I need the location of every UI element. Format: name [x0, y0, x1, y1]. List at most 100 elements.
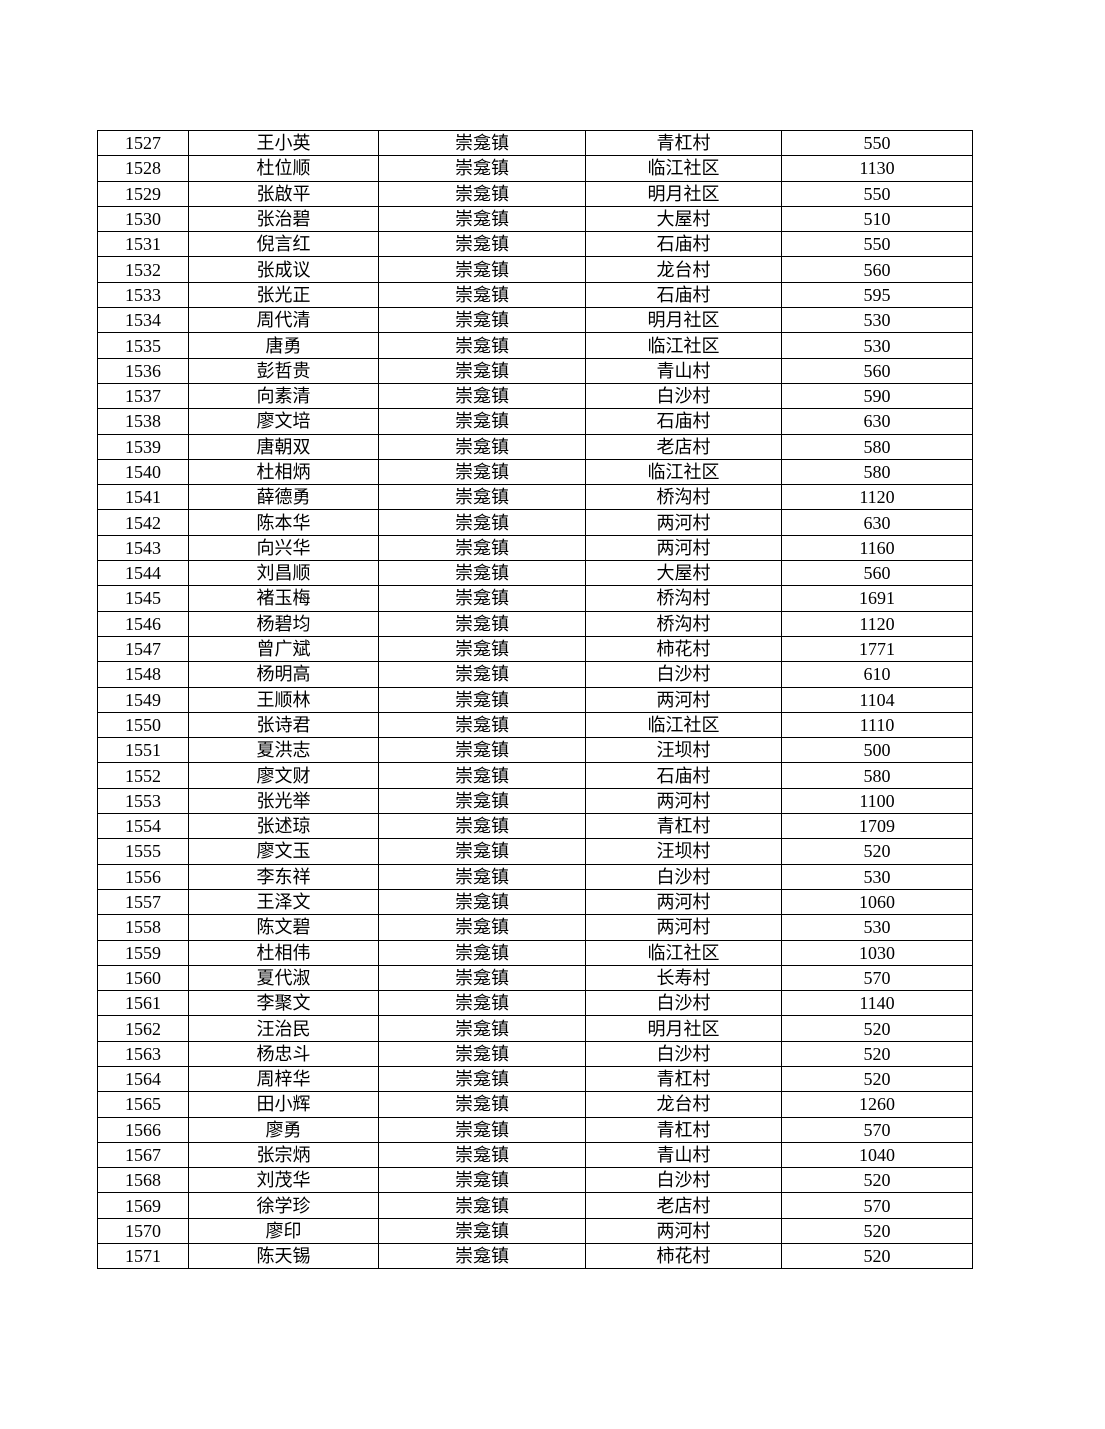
cell-amount: 520 — [781, 1015, 973, 1042]
cell-town: 崇龛镇 — [378, 1040, 586, 1067]
cell-town: 崇龛镇 — [378, 1141, 586, 1169]
cell-village: 龙台村 — [585, 1091, 782, 1118]
cell-village: 两河村 — [585, 534, 782, 562]
cell-village: 青山村 — [585, 1141, 782, 1169]
cell-row-number: 1539 — [97, 433, 189, 460]
cell-name: 廖文培 — [188, 408, 379, 435]
cell-town: 崇龛镇 — [378, 914, 586, 941]
cell-name: 王顺林 — [188, 686, 379, 713]
cell-name: 张光正 — [188, 281, 379, 309]
cell-amount: 595 — [781, 281, 973, 309]
cell-name: 徐学珍 — [188, 1192, 379, 1219]
cell-village: 两河村 — [585, 787, 782, 815]
cell-name: 杜相炳 — [188, 458, 379, 486]
cell-amount: 1060 — [781, 888, 973, 916]
cell-row-number: 1540 — [97, 458, 189, 486]
cell-name: 夏洪志 — [188, 737, 379, 764]
cell-amount: 610 — [781, 661, 973, 688]
cell-row-number: 1551 — [97, 737, 189, 764]
cell-village: 龙台村 — [585, 256, 782, 283]
cell-village: 白沙村 — [585, 382, 782, 410]
cell-amount: 1110 — [781, 711, 973, 739]
cell-row-number: 1569 — [97, 1192, 189, 1219]
cell-name: 曾广斌 — [188, 635, 379, 663]
cell-village: 两河村 — [585, 509, 782, 536]
cell-town: 崇龛镇 — [378, 1015, 586, 1042]
cell-name: 杜相伟 — [188, 939, 379, 966]
cell-row-number: 1564 — [97, 1065, 189, 1093]
table-row: 1545 褚玉梅 崇龛镇 桥沟村 1691 — [97, 585, 973, 612]
cell-town: 崇龛镇 — [378, 382, 586, 410]
cell-town: 崇龛镇 — [378, 888, 586, 916]
cell-name: 刘茂华 — [188, 1167, 379, 1194]
cell-town: 崇龛镇 — [378, 1243, 586, 1270]
cell-amount: 550 — [781, 180, 973, 207]
cell-town: 崇龛镇 — [378, 1065, 586, 1093]
cell-amount: 520 — [781, 1167, 973, 1194]
cell-amount: 1100 — [781, 787, 973, 815]
cell-name: 张宗炳 — [188, 1141, 379, 1169]
table-row: 1556 李东祥 崇龛镇 白沙村 530 — [97, 863, 973, 890]
cell-amount: 510 — [781, 205, 973, 233]
cell-row-number: 1547 — [97, 635, 189, 663]
cell-name: 李东祥 — [188, 863, 379, 890]
cell-row-number: 1545 — [97, 585, 189, 612]
table-row: 1558 陈文碧 崇龛镇 两河村 530 — [97, 914, 973, 941]
table-row: 1552 廖文财 崇龛镇 石庙村 580 — [97, 762, 973, 789]
cell-amount: 1120 — [781, 610, 973, 637]
table-row: 1541 薛德勇 崇龛镇 桥沟村 1120 — [97, 484, 973, 511]
cell-name: 向兴华 — [188, 534, 379, 562]
cell-amount: 590 — [781, 382, 973, 410]
table-row: 1571 陈天锡 崇龛镇 柿花村 520 — [97, 1243, 973, 1270]
cell-village: 长寿村 — [585, 964, 782, 992]
cell-name: 杨碧均 — [188, 610, 379, 637]
cell-village: 老店村 — [585, 1192, 782, 1219]
table-row: 1567 张宗炳 崇龛镇 青山村 1040 — [97, 1141, 973, 1169]
cell-town: 崇龛镇 — [378, 813, 586, 840]
cell-row-number: 1546 — [97, 610, 189, 637]
cell-town: 崇龛镇 — [378, 610, 586, 637]
cell-row-number: 1541 — [97, 484, 189, 511]
table-row: 1534 周代清 崇龛镇 明月社区 530 — [97, 307, 973, 334]
cell-village: 汪坝村 — [585, 737, 782, 764]
cell-town: 崇龛镇 — [378, 1192, 586, 1219]
cell-name: 唐勇 — [188, 332, 379, 359]
cell-amount: 580 — [781, 458, 973, 486]
cell-town: 崇龛镇 — [378, 281, 586, 309]
cell-amount: 560 — [781, 560, 973, 587]
cell-village: 两河村 — [585, 888, 782, 916]
table-row: 1562 汪治民 崇龛镇 明月社区 520 — [97, 1015, 973, 1042]
cell-town: 崇龛镇 — [378, 357, 586, 384]
cell-village: 桥沟村 — [585, 610, 782, 637]
table-row: 1548 杨明高 崇龛镇 白沙村 610 — [97, 661, 973, 688]
cell-village: 桥沟村 — [585, 484, 782, 511]
cell-amount: 560 — [781, 256, 973, 283]
table-row: 1554 张述琼 崇龛镇 青杠村 1709 — [97, 813, 973, 840]
cell-name: 倪言红 — [188, 231, 379, 258]
cell-amount: 1120 — [781, 484, 973, 511]
cell-name: 陈天锡 — [188, 1243, 379, 1270]
cell-town: 崇龛镇 — [378, 307, 586, 334]
cell-town: 崇龛镇 — [378, 129, 586, 157]
cell-row-number: 1530 — [97, 205, 189, 233]
cell-amount: 630 — [781, 408, 973, 435]
cell-amount: 580 — [781, 762, 973, 789]
cell-row-number: 1534 — [97, 307, 189, 334]
cell-town: 崇龛镇 — [378, 686, 586, 713]
cell-town: 崇龛镇 — [378, 1167, 586, 1194]
cell-row-number: 1535 — [97, 332, 189, 359]
cell-row-number: 1568 — [97, 1167, 189, 1194]
cell-village: 临江社区 — [585, 711, 782, 739]
table-row: 1544 刘昌顺 崇龛镇 大屋村 560 — [97, 560, 973, 587]
cell-village: 柿花村 — [585, 635, 782, 663]
table-row: 1528 杜位顺 崇龛镇 临江社区 1130 — [97, 155, 973, 182]
cell-row-number: 1556 — [97, 863, 189, 890]
table-row: 1531 倪言红 崇龛镇 石庙村 550 — [97, 231, 973, 258]
cell-name: 廖勇 — [188, 1116, 379, 1143]
cell-town: 崇龛镇 — [378, 762, 586, 789]
cell-village: 石庙村 — [585, 762, 782, 789]
cell-village: 两河村 — [585, 686, 782, 713]
cell-village: 白沙村 — [585, 661, 782, 688]
cell-row-number: 1527 — [97, 129, 189, 157]
table-body: 1527 王小英 崇龛镇 青杠村 550 1528 杜位顺 崇龛镇 临江社区 1130 1529 张啟… — [97, 129, 973, 1270]
